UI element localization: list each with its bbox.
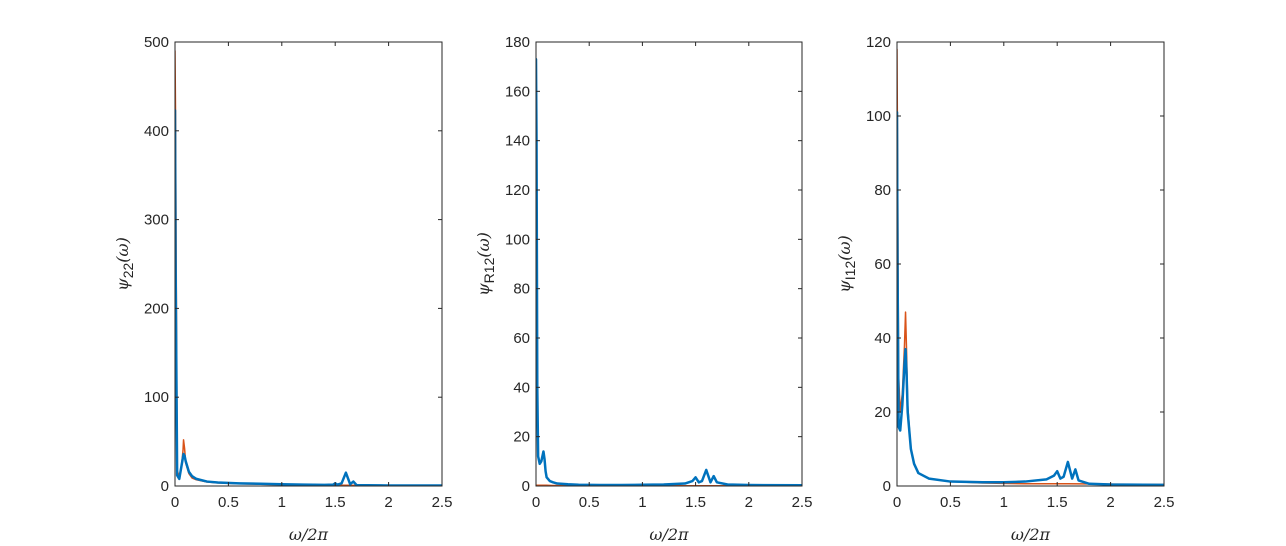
y-tick-label: 60 [513, 330, 530, 347]
axes-box [174, 41, 443, 487]
x-tick-label: 0 [171, 494, 179, 511]
x-tick-label: 2 [384, 494, 392, 511]
axes-box [535, 41, 803, 487]
x-tick-label: 1.5 [325, 494, 346, 511]
x-tick-label: 2 [1106, 494, 1114, 511]
series-line-blue [897, 111, 1164, 486]
x-tick-label: 2.5 [792, 494, 813, 511]
x-axis-label: ω/2π [1011, 525, 1051, 544]
series-group [897, 48, 1164, 486]
x-tick-label: 1.5 [1047, 494, 1068, 511]
x-tick-label: 1 [1000, 494, 1008, 511]
y-tick-label: 500 [144, 34, 169, 51]
y-tick-label: 140 [505, 133, 530, 150]
series-line-orange [175, 50, 442, 486]
x-tick-label: 1.5 [685, 494, 706, 511]
chart-panel-1: 0 0.5 1 1.5 2 2.5 0 100 200 300 400 500 ω/2π ψ22(ω) [113, 34, 452, 544]
y-tick-label: 120 [505, 182, 530, 199]
y-tick-label: 100 [144, 389, 169, 406]
y-tick-label: 120 [866, 34, 891, 51]
chart-panel-2: 0 0.5 1 1.5 2 2.5 0 20 40 60 80 100 120 140 160 180 ω/2π… [474, 34, 812, 544]
series-group [536, 58, 802, 486]
y-tick-label: 0 [522, 478, 530, 495]
y-tick-label: 300 [144, 212, 169, 229]
x-axis-label: ω/2π [649, 525, 689, 544]
x-tick-label: 0.5 [579, 494, 600, 511]
x-tick-label: 2 [745, 494, 753, 511]
y-tick-label: 80 [874, 182, 891, 199]
x-tick-label: 2.5 [1154, 494, 1175, 511]
y-axis-label: ψI12(ω) [835, 235, 858, 293]
y-tick-label: 180 [505, 34, 530, 51]
x-tick-label: 0.5 [218, 494, 239, 511]
y-tick-label: 40 [874, 330, 891, 347]
x-tick-label: 1 [638, 494, 646, 511]
y-tick-label: 200 [144, 300, 169, 317]
series-line-blue [175, 109, 442, 486]
series-line-orange [897, 48, 1164, 486]
series-line-blue [536, 58, 802, 486]
y-tick-label: 400 [144, 123, 169, 140]
y-tick-label: 40 [513, 379, 530, 396]
x-tick-label: 0.5 [940, 494, 961, 511]
y-tick-label: 0 [161, 478, 169, 495]
x-tick-label: 1 [278, 494, 286, 511]
y-tick-label: 80 [513, 281, 530, 298]
y-tick-label: 100 [866, 108, 891, 125]
y-tick-label: 60 [874, 256, 891, 273]
y-axis-label: ψR12(ω) [474, 232, 497, 296]
y-tick-label: 100 [505, 231, 530, 248]
y-axis-label: ψ22(ω) [113, 237, 136, 291]
x-tick-label: 0 [532, 494, 540, 511]
axes-box [896, 41, 1165, 487]
y-tick-label: 20 [874, 404, 891, 421]
x-axis-label: ω/2π [289, 525, 329, 544]
series-group [175, 50, 442, 486]
y-tick-label: 20 [513, 429, 530, 446]
y-tick-label: 160 [505, 83, 530, 100]
y-tick-label: 0 [883, 478, 891, 495]
x-tick-label: 0 [893, 494, 901, 511]
x-tick-label: 2.5 [432, 494, 453, 511]
chart-panel-3: 0 0.5 1 1.5 2 2.5 0 20 40 60 80 100 120 ω/2π ψI12(ω) [835, 34, 1174, 544]
